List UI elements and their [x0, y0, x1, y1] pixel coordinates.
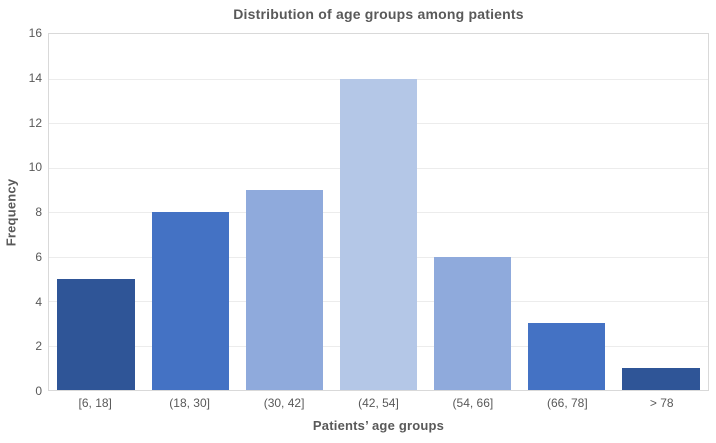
bar-slot — [426, 34, 520, 390]
y-tick-label: 12 — [28, 115, 42, 130]
bar — [622, 367, 700, 390]
x-tick-label: (54, 66] — [452, 396, 494, 410]
y-tick-label: 0 — [35, 384, 42, 398]
bar-slot — [520, 34, 614, 390]
y-axis-ticks: 0 2 4 6 8 10 12 14 16 — [0, 26, 42, 398]
x-axis-ticks: [6, 18] (18, 30] (30, 42] (42, 54] (54, 66] (… — [48, 396, 709, 410]
y-tick-label: 16 — [28, 26, 42, 40]
y-tick-label: 10 — [28, 160, 42, 175]
bar — [151, 212, 229, 390]
bar — [434, 256, 512, 390]
chart-title: Distribution of age groups among patient… — [233, 6, 524, 22]
y-tick-label: 2 — [35, 339, 42, 354]
x-tick-label: > 78 — [649, 396, 674, 410]
plot-area — [48, 33, 709, 391]
bar-slot — [49, 34, 143, 390]
x-tick-label: (66, 78] — [546, 396, 588, 410]
x-tick-label: (42, 54] — [358, 396, 399, 410]
bar-slot — [237, 34, 331, 390]
bars-layer — [49, 34, 708, 390]
y-tick-label: 8 — [35, 205, 42, 219]
y-tick-label: 6 — [35, 249, 42, 264]
x-axis-title: Patients’ age groups — [312, 418, 445, 433]
x-tick-label: (18, 30] — [169, 396, 210, 410]
bar — [57, 278, 135, 390]
bar-slot — [143, 34, 237, 390]
bar — [528, 323, 606, 390]
bar — [339, 78, 418, 390]
bar-slot — [614, 34, 708, 390]
bar-slot — [331, 34, 425, 390]
x-tick-label: (30, 42] — [263, 396, 305, 410]
bar — [245, 189, 323, 390]
x-tick-label: [6, 18] — [78, 396, 112, 410]
y-tick-label: 14 — [28, 70, 42, 85]
y-tick-label: 4 — [35, 294, 42, 309]
